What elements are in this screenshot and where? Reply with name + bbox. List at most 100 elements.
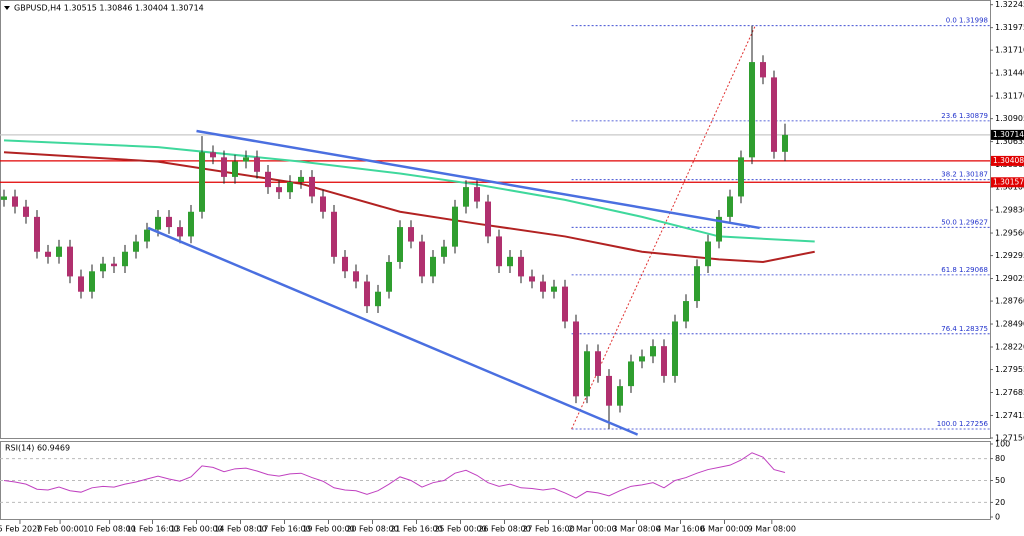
candle-body: [540, 281, 547, 292]
candle-body: [122, 251, 129, 267]
candle-body: [485, 201, 492, 237]
candle-body: [66, 246, 73, 277]
y-tick-label: 100: [995, 440, 1010, 449]
candle-body: [221, 157, 228, 177]
y-tick-label: 1.29295: [995, 251, 1024, 260]
candle-body: [551, 286, 558, 292]
x-tick-label: 3 Mar 08:00: [612, 525, 660, 534]
trend-line: [147, 226, 639, 436]
fib-label: 0.0 1.31998: [946, 17, 988, 25]
candle-body: [474, 187, 481, 202]
candle-body: [133, 241, 140, 252]
moving-average: [3, 139, 815, 243]
x-tick-label: 10 Feb 08:00: [83, 525, 135, 534]
price-tag-label: 1.30714: [993, 130, 1024, 139]
candle-body: [22, 206, 29, 217]
y-tick-label: 20: [995, 498, 1005, 507]
fib-label: 76.4 1.28375: [941, 325, 988, 333]
candle-body: [639, 356, 646, 362]
moving-average: [3, 151, 815, 263]
y-tick-label: 80: [995, 454, 1005, 463]
x-tick-label: 27 Feb 16:00: [522, 525, 574, 534]
fib-label: 23.6 1.30879: [941, 112, 988, 120]
y-tick-label: 1.28760: [995, 297, 1024, 306]
candle-body: [760, 62, 767, 78]
candle-body: [100, 263, 107, 272]
candle-body: [672, 321, 679, 376]
candle-body: [595, 351, 602, 376]
chart-title: GBPUSD,H4 1.30515 1.30846 1.30404 1.3071…: [14, 4, 204, 13]
y-tick-label: 1.31710: [995, 46, 1024, 55]
y-tick-label: 1.27685: [995, 388, 1024, 397]
candle-body: [452, 206, 459, 247]
candle-body: [243, 157, 250, 162]
candle-body: [33, 216, 40, 252]
price-tag: [991, 129, 1024, 140]
candle-body: [77, 276, 84, 292]
candle-body: [397, 227, 404, 262]
fib-label: 100.0 1.27256: [937, 420, 989, 428]
trend-line: [196, 129, 760, 230]
candle-body: [287, 182, 294, 193]
candle-body: [694, 266, 701, 302]
candle-body: [309, 176, 316, 197]
candle-body: [705, 241, 712, 267]
x-tick-label: 9 Mar 08:00: [748, 525, 796, 534]
candle-body: [177, 227, 184, 237]
fib-label: 38.2 1.30187: [941, 171, 988, 179]
fib-label: 61.8 1.29068: [941, 266, 988, 274]
x-tick-label: 6 Mar 00:00: [700, 525, 748, 534]
x-tick-label: 14 Feb 08:00: [214, 525, 266, 534]
candle-body: [617, 386, 624, 406]
candle-body: [375, 291, 382, 307]
candle-body: [55, 246, 62, 257]
candle-body: [496, 236, 503, 267]
candle-body: [331, 211, 338, 257]
price-tag: [991, 177, 1024, 188]
candle-body: [232, 161, 239, 177]
candle-body: [166, 216, 173, 228]
candle-body: [111, 263, 118, 267]
candle-body: [749, 62, 756, 158]
y-tick-label: 1.28220: [995, 342, 1024, 351]
candle-body: [727, 196, 734, 217]
y-tick-label: 1.31170: [995, 92, 1024, 101]
candle-body: [199, 152, 206, 212]
candle-body: [44, 251, 51, 257]
main-pane-frame: [0, 0, 991, 439]
fib-diagonal: [571, 25, 756, 430]
candle-body: [408, 227, 415, 242]
y-tick-label: 1.32245: [995, 0, 1024, 9]
x-tick-label: 5 Feb 2020: [0, 525, 42, 534]
candle-body: [320, 196, 327, 212]
candle-body: [386, 261, 393, 292]
rsi-title: RSI(14) 60.9469: [5, 444, 70, 453]
x-tick-label: 13 Feb 00:00: [170, 525, 222, 534]
candle-body: [441, 246, 448, 257]
candle-body: [430, 256, 437, 277]
candle-body: [155, 216, 162, 230]
candle-body: [353, 271, 360, 282]
candle-body: [573, 321, 580, 397]
x-tick-label: 25 Feb 00:00: [434, 525, 486, 534]
price-tag-label: 1.30408: [993, 156, 1024, 165]
candle-body: [562, 286, 569, 322]
y-tick-label: 1.28490: [995, 320, 1024, 329]
candle-body: [210, 152, 217, 158]
candle-body: [606, 375, 613, 406]
y-tick-label: 1.29025: [995, 274, 1024, 283]
x-tick-label: 11 Feb 16:00: [126, 525, 178, 534]
y-tick-label: 1.31440: [995, 69, 1024, 78]
candle-body: [738, 157, 745, 197]
candle-body: [298, 176, 305, 183]
candle-body: [716, 216, 723, 242]
y-tick-label: 1.27955: [995, 365, 1024, 374]
x-tick-label: 17 Feb 16:00: [258, 525, 310, 534]
candle-body: [254, 157, 261, 172]
x-tick-label: 7 Feb 00:00: [36, 525, 83, 534]
x-tick-label: 4 Mar 16:00: [656, 525, 704, 534]
candle-body: [683, 301, 690, 322]
